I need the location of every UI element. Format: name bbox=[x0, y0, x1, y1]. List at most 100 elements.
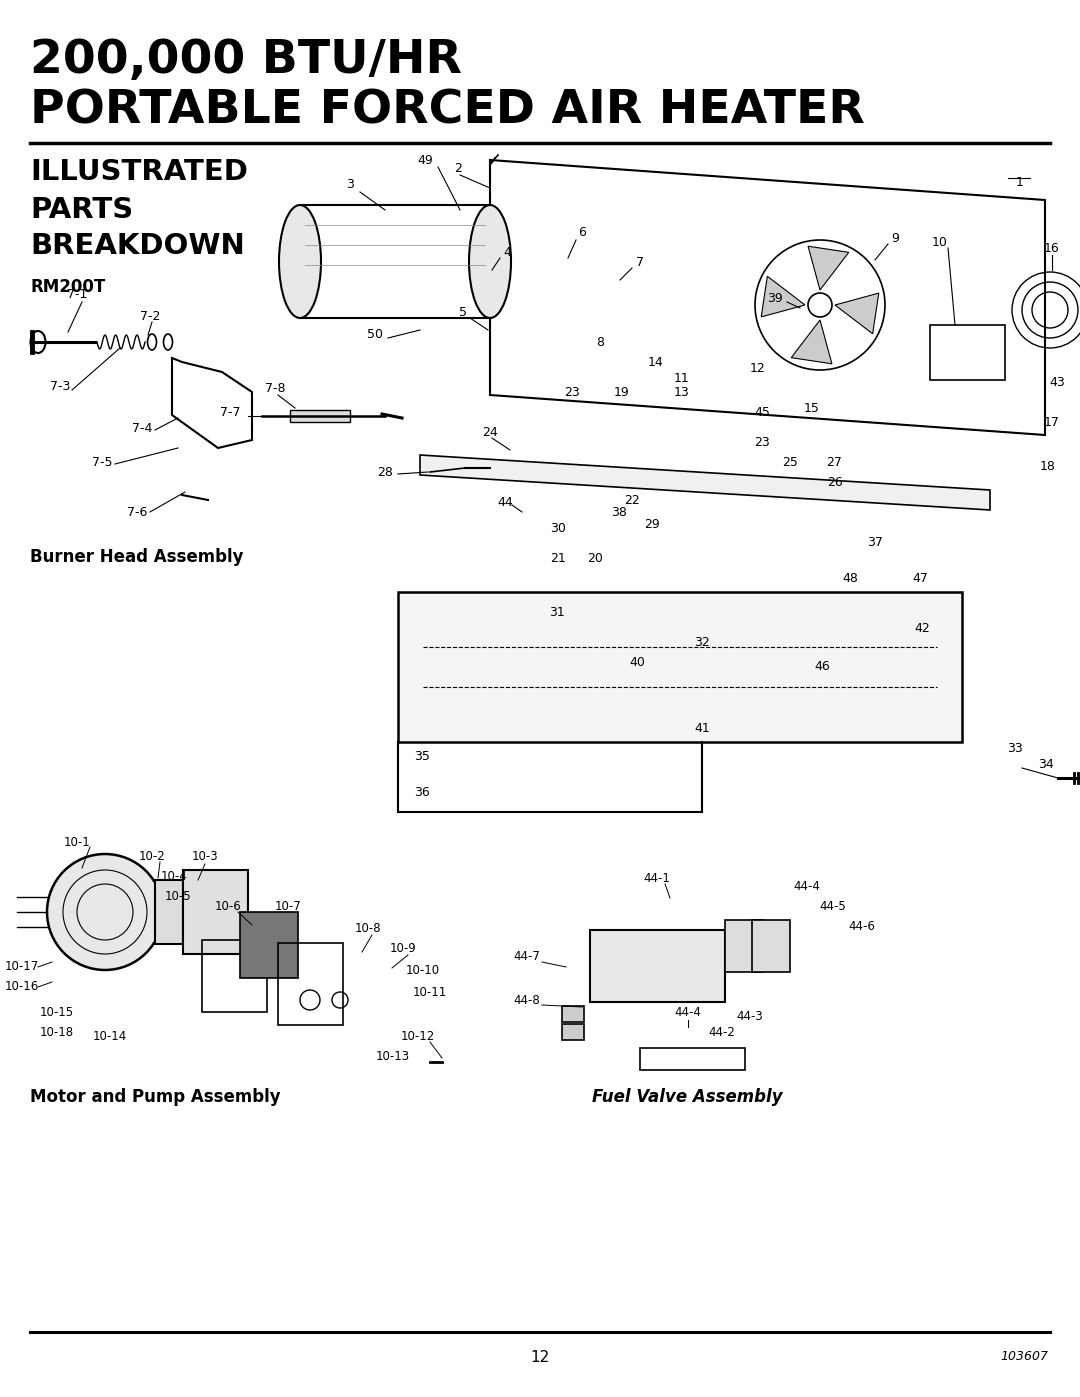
Text: 44-6: 44-6 bbox=[849, 921, 876, 933]
Text: 26: 26 bbox=[827, 476, 842, 489]
Circle shape bbox=[48, 854, 163, 970]
Text: 44: 44 bbox=[497, 496, 513, 509]
Text: 44-3: 44-3 bbox=[737, 1010, 764, 1024]
Text: 39: 39 bbox=[767, 292, 783, 305]
Text: 23: 23 bbox=[564, 387, 580, 400]
Text: 10-2: 10-2 bbox=[138, 851, 165, 863]
Text: 7-4: 7-4 bbox=[132, 422, 152, 434]
Bar bbox=[202, 940, 267, 1011]
Text: 10-14: 10-14 bbox=[93, 1031, 127, 1044]
Text: 10-16: 10-16 bbox=[5, 981, 39, 993]
Text: 29: 29 bbox=[644, 518, 660, 531]
Text: 44-5: 44-5 bbox=[820, 901, 847, 914]
Text: 43: 43 bbox=[1049, 376, 1065, 388]
Text: Motor and Pump Assembly: Motor and Pump Assembly bbox=[30, 1088, 281, 1106]
Text: 12: 12 bbox=[751, 362, 766, 374]
Text: 24: 24 bbox=[482, 426, 498, 439]
Bar bbox=[725, 921, 762, 972]
Bar bbox=[590, 930, 725, 1002]
Text: 103607: 103607 bbox=[1000, 1351, 1048, 1363]
Text: 11: 11 bbox=[674, 372, 690, 384]
Text: Fuel Valve Assembly: Fuel Valve Assembly bbox=[592, 1088, 783, 1106]
Polygon shape bbox=[399, 592, 962, 742]
Text: 42: 42 bbox=[914, 622, 930, 634]
Text: 10-12: 10-12 bbox=[401, 1031, 435, 1044]
Text: PORTABLE FORCED AIR HEATER: PORTABLE FORCED AIR HEATER bbox=[30, 88, 865, 133]
Bar bbox=[156, 880, 183, 944]
Text: 10-5: 10-5 bbox=[164, 890, 191, 904]
Text: 19: 19 bbox=[615, 387, 630, 400]
Text: 44-4: 44-4 bbox=[675, 1006, 701, 1018]
Text: 36: 36 bbox=[414, 785, 430, 799]
Text: 3: 3 bbox=[346, 179, 354, 191]
Text: 38: 38 bbox=[611, 507, 626, 520]
Text: 10-7: 10-7 bbox=[274, 901, 301, 914]
Ellipse shape bbox=[30, 331, 45, 353]
Text: 44-4: 44-4 bbox=[794, 880, 821, 894]
Text: 200,000 BTU/HR: 200,000 BTU/HR bbox=[30, 38, 462, 82]
Text: 10-6: 10-6 bbox=[215, 901, 241, 914]
Text: 2: 2 bbox=[454, 162, 462, 175]
Text: 21: 21 bbox=[550, 552, 566, 564]
Ellipse shape bbox=[279, 205, 321, 319]
Text: 50: 50 bbox=[367, 328, 383, 341]
Text: 7-5: 7-5 bbox=[92, 455, 112, 468]
Text: 12: 12 bbox=[530, 1350, 550, 1365]
Text: 7: 7 bbox=[636, 256, 644, 268]
Bar bbox=[183, 870, 248, 954]
Polygon shape bbox=[792, 320, 832, 363]
Ellipse shape bbox=[469, 205, 511, 319]
Text: 18: 18 bbox=[1040, 461, 1056, 474]
Text: 7-1: 7-1 bbox=[67, 289, 87, 302]
Text: 27: 27 bbox=[826, 457, 842, 469]
Polygon shape bbox=[761, 277, 805, 317]
Text: 31: 31 bbox=[549, 605, 565, 619]
Polygon shape bbox=[835, 293, 879, 334]
Text: RM200T: RM200T bbox=[30, 278, 105, 296]
Text: Burner Head Assembly: Burner Head Assembly bbox=[30, 548, 243, 566]
Text: 6: 6 bbox=[578, 226, 586, 239]
Text: 7-2: 7-2 bbox=[139, 310, 160, 323]
Text: 10: 10 bbox=[932, 236, 948, 249]
Text: 1: 1 bbox=[1016, 176, 1024, 190]
Text: 7-7: 7-7 bbox=[219, 407, 240, 419]
Text: 47: 47 bbox=[913, 571, 928, 584]
Polygon shape bbox=[808, 246, 849, 291]
Bar bbox=[562, 1006, 584, 1023]
Polygon shape bbox=[420, 455, 990, 510]
Text: 7-6: 7-6 bbox=[126, 506, 147, 518]
Text: 8: 8 bbox=[596, 335, 604, 348]
Bar bbox=[240, 912, 298, 978]
Text: 44-1: 44-1 bbox=[644, 872, 671, 884]
Text: 16: 16 bbox=[1044, 242, 1059, 254]
Text: 13: 13 bbox=[674, 387, 690, 400]
Text: 5: 5 bbox=[459, 306, 467, 319]
Bar bbox=[291, 409, 350, 422]
Text: 44-7: 44-7 bbox=[514, 950, 540, 964]
Text: 40: 40 bbox=[629, 655, 645, 669]
Text: 44-2: 44-2 bbox=[708, 1025, 735, 1038]
Text: 10-4: 10-4 bbox=[161, 870, 187, 883]
Text: BREAKDOWN: BREAKDOWN bbox=[30, 232, 245, 260]
Text: 10-8: 10-8 bbox=[354, 922, 381, 935]
Text: 48: 48 bbox=[842, 571, 858, 584]
Text: 34: 34 bbox=[1038, 759, 1054, 771]
Text: 15: 15 bbox=[805, 401, 820, 415]
Text: 7-3: 7-3 bbox=[50, 380, 70, 394]
Text: 10-17: 10-17 bbox=[5, 961, 39, 974]
Text: 14: 14 bbox=[648, 355, 664, 369]
Text: 35: 35 bbox=[414, 750, 430, 764]
Text: ILLUSTRATED: ILLUSTRATED bbox=[30, 158, 248, 186]
Bar bbox=[562, 1024, 584, 1039]
Text: 37: 37 bbox=[867, 536, 883, 549]
Text: 30: 30 bbox=[550, 521, 566, 535]
Text: 10-11: 10-11 bbox=[413, 985, 447, 999]
Text: 10-15: 10-15 bbox=[40, 1006, 75, 1018]
Text: 9: 9 bbox=[891, 232, 899, 244]
Text: 23: 23 bbox=[754, 436, 770, 448]
Text: 7-8: 7-8 bbox=[265, 381, 285, 394]
Text: 10-9: 10-9 bbox=[390, 942, 417, 954]
Text: PARTS: PARTS bbox=[30, 196, 133, 224]
Bar bbox=[930, 326, 1005, 380]
Text: 45: 45 bbox=[754, 405, 770, 419]
